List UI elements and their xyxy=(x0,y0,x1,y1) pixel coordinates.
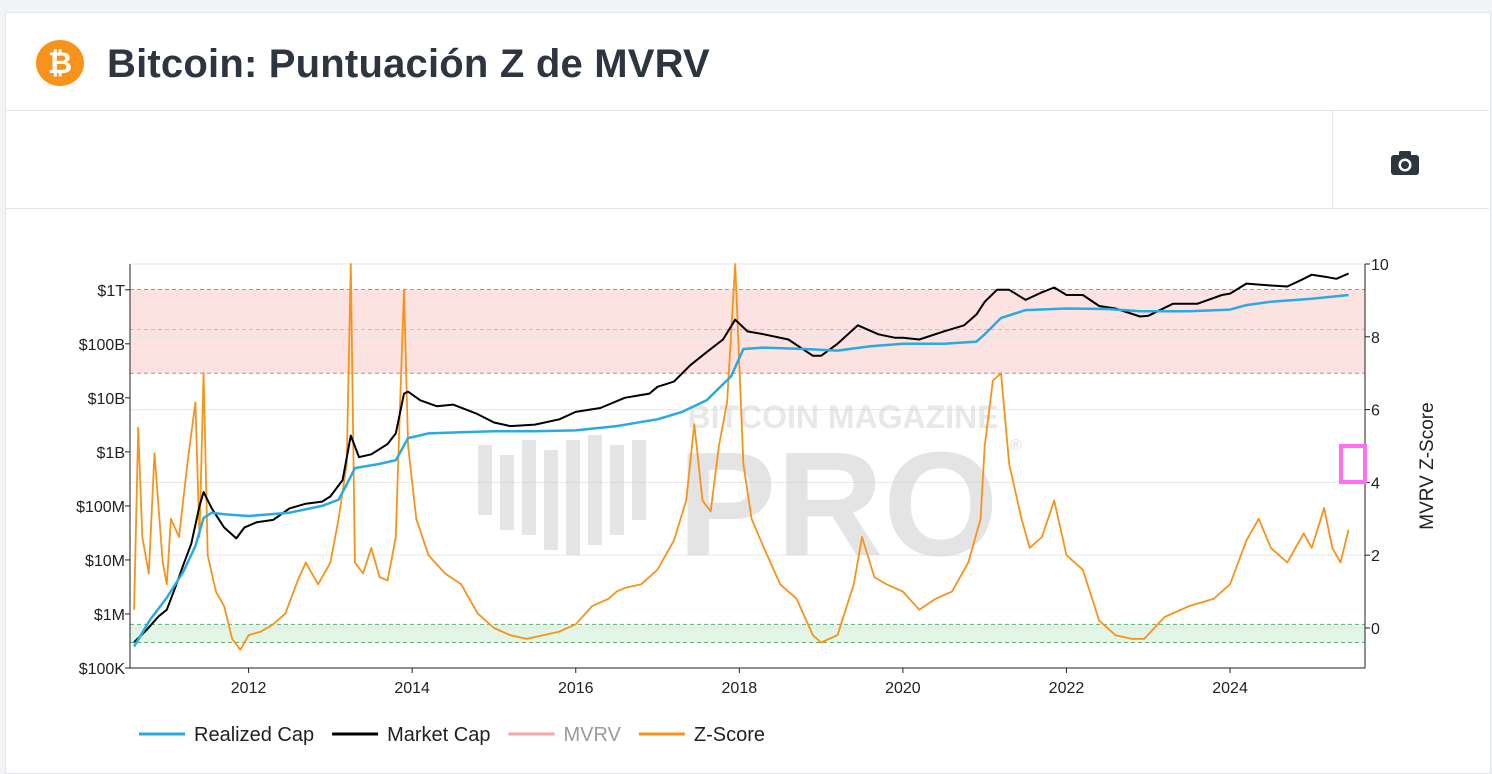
legend-label: Z-Score xyxy=(694,724,765,746)
left-tick-label: $10M xyxy=(85,553,125,570)
x-tick-label: 2012 xyxy=(231,680,267,697)
watermark: BITCOIN MAGAZINE PRO ® xyxy=(478,399,1022,587)
legend-item-z-score[interactable]: Z-Score xyxy=(638,724,765,746)
legend-label: MVRV xyxy=(563,724,621,746)
right-tick-label: 0 xyxy=(1371,621,1380,638)
chart-header: ₿ Bitcoin: Puntuación Z de MVRV xyxy=(5,12,1489,111)
right-tick-label: 6 xyxy=(1371,403,1380,420)
download-image-button[interactable] xyxy=(1389,147,1421,179)
watermark-main-text: PRO xyxy=(678,422,999,587)
left-tick-label: $10B xyxy=(88,391,125,408)
left-tick-label: $100M xyxy=(76,499,125,516)
x-tick-label: 2024 xyxy=(1212,680,1248,697)
x-tick-label: 2020 xyxy=(885,680,921,697)
left-tick-label: $100K xyxy=(79,661,126,678)
legend-item-market-cap[interactable]: Market Cap xyxy=(332,724,490,746)
watermark-candles-icon xyxy=(478,435,646,555)
series-realized-cap xyxy=(133,293,1349,648)
legend-item-realized-cap[interactable]: Realized Cap xyxy=(139,724,314,746)
legend-label: Realized Cap xyxy=(194,724,314,746)
legend-label: Market Cap xyxy=(387,724,490,746)
left-tick-label: $1M xyxy=(94,607,125,624)
watermark-top-text: BITCOIN MAGAZINE xyxy=(687,399,998,435)
left-tick-label: $100B xyxy=(79,337,125,354)
right-tick-label: 4 xyxy=(1371,475,1380,492)
x-tick-label: 2018 xyxy=(722,680,758,697)
right-tick-label: 10 xyxy=(1371,257,1389,274)
right-axis-title: MVRV Z-Score xyxy=(1417,402,1438,529)
x-tick-label: 2016 xyxy=(558,680,594,697)
watermark-reg-mark: ® xyxy=(1010,437,1022,454)
right-tick-label: 2 xyxy=(1371,548,1380,565)
right-tick-label: 8 xyxy=(1371,330,1380,347)
selection-marker[interactable] xyxy=(1339,444,1367,484)
left-tick-label: $1B xyxy=(97,445,125,462)
toolbar-divider xyxy=(1332,110,1333,208)
chart-legend: Realized Cap Market Cap MVRV Z-Score xyxy=(139,724,765,746)
bitcoin-logo-glyph: ₿ xyxy=(47,45,73,81)
left-tick-label: $1T xyxy=(97,283,125,300)
chart-toolbar xyxy=(5,110,1489,209)
camera-icon xyxy=(1391,151,1419,175)
series-z-score xyxy=(133,263,1350,651)
x-tick-label: 2022 xyxy=(1049,680,1085,697)
lower-band xyxy=(130,624,1365,643)
bitcoin-logo-icon: ₿ xyxy=(36,40,84,86)
x-tick-label: 2014 xyxy=(394,680,430,697)
page-title: Bitcoin: Puntuación Z de MVRV xyxy=(107,42,710,86)
chart-card xyxy=(5,12,1491,774)
legend-item-mvrv[interactable]: MVRV xyxy=(508,724,622,746)
